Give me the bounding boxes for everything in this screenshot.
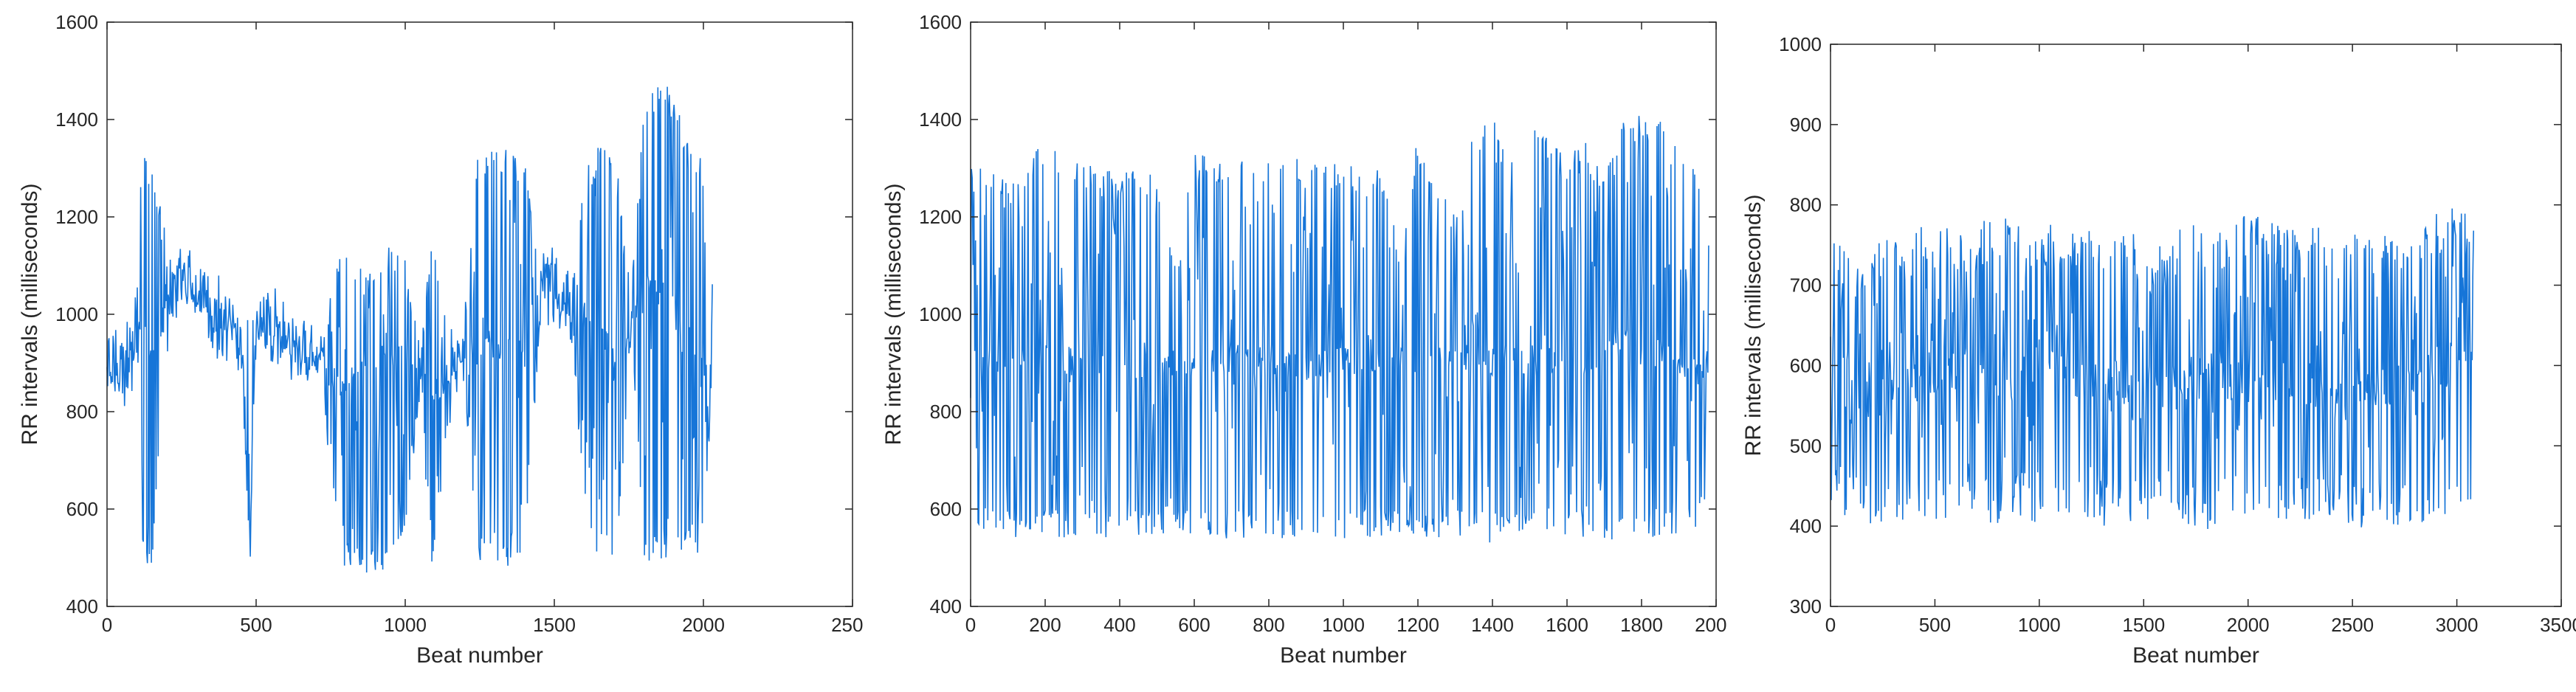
y-tick-label: 1000 (1779, 33, 1822, 55)
x-tick-label: 1000 (384, 614, 427, 636)
x-tick-label: 500 (240, 614, 272, 636)
y-tick-label: 400 (930, 595, 962, 617)
x-tick-label: 1600 (1546, 614, 1588, 636)
rr-interval-chart-3: 0 500 1000 1500 2000 2500 3000 3500 300 400 500 600… (1741, 33, 2576, 668)
plot-area (107, 22, 853, 606)
x-tick-label: 3000 (2436, 614, 2479, 636)
y-tick-label: 500 (1790, 435, 1822, 457)
series-line (106, 86, 713, 573)
y-tick-label: 400 (66, 595, 98, 617)
x-tick-label: 600 (1178, 614, 1210, 636)
x-tick-label: 3500 (2540, 614, 2576, 636)
x-axis-label: Beat number (416, 643, 543, 668)
y-tick-label: 800 (930, 401, 962, 423)
x-axis-label: Beat number (1280, 643, 1407, 668)
x-tick-label: 1800 (1620, 614, 1663, 636)
x-tick-label: 2500 (831, 614, 864, 636)
series-line (1830, 208, 2474, 530)
series-line (970, 116, 1709, 543)
y-tick-label: 700 (1790, 274, 1822, 297)
x-tick-label: 500 (1919, 614, 1951, 636)
x-tick-label: 0 (1825, 614, 1836, 636)
x-axis-label: Beat number (2132, 643, 2259, 668)
y-tick-label: 900 (1790, 114, 1822, 136)
y-tick-label: 1200 (919, 206, 962, 228)
y-tick-label: 1400 (919, 108, 962, 131)
rr-interval-chart-1: 0 500 1000 1500 2000 2500 400 600 800 1000 1200 140… (18, 11, 864, 668)
x-tick-label: 1500 (533, 614, 576, 636)
y-tick-label: 1000 (55, 303, 98, 325)
x-tick-label: 0 (102, 614, 112, 636)
axes-box (1830, 44, 2562, 607)
y-tick-label: 600 (66, 498, 98, 520)
chart-panel-1: 0 500 1000 1500 2000 2500 400 600 800 1000 1200 140… (0, 0, 864, 692)
y-tick-label: 1200 (55, 206, 98, 228)
y-tick-label: 400 (1790, 515, 1822, 537)
y-tick-label: 1000 (919, 303, 962, 325)
x-tick-label: 400 (1103, 614, 1135, 636)
y-tick-label: 600 (930, 498, 962, 520)
x-tick-label: 1000 (1322, 614, 1365, 636)
x-tick-label: 2000 (682, 614, 725, 636)
rr-interval-chart-2: 0 200 400 600 800 1000 1200 1400 1600 1800 2000 400… (881, 11, 1727, 668)
x-tick-label: 200 (1029, 614, 1061, 636)
y-tick-label: 800 (66, 401, 98, 423)
y-tick-label: 1400 (55, 108, 98, 131)
y-tick-label: 1600 (55, 11, 98, 33)
y-axis-label: RR intervals (milliseconds) (18, 183, 42, 445)
x-tick-label: 2000 (2227, 614, 2270, 636)
x-tick-label: 1200 (1397, 614, 1439, 636)
x-tick-label: 800 (1253, 614, 1284, 636)
x-tick-label: 2500 (2331, 614, 2374, 636)
x-tick-label: 1000 (2018, 614, 2061, 636)
y-axis-label: RR intervals (milliseconds) (881, 183, 906, 445)
y-tick-label: 300 (1790, 595, 1822, 617)
y-tick-label: 800 (1790, 194, 1822, 216)
chart-panel-2: 0 200 400 600 800 1000 1200 1400 1600 1800 2000 400… (864, 0, 1727, 692)
x-tick-label: 2000 (1695, 614, 1727, 636)
x-tick-label: 1400 (1471, 614, 1514, 636)
chart-panel-3: 0 500 1000 1500 2000 2500 3000 3500 300 400 500 600… (1727, 0, 2576, 692)
x-tick-label: 1500 (2122, 614, 2165, 636)
y-axis-label: RR intervals (milliseconds) (1741, 194, 1766, 456)
x-tick-label: 0 (965, 614, 976, 636)
y-tick-label: 1600 (919, 11, 962, 33)
y-tick-label: 600 (1790, 354, 1822, 376)
